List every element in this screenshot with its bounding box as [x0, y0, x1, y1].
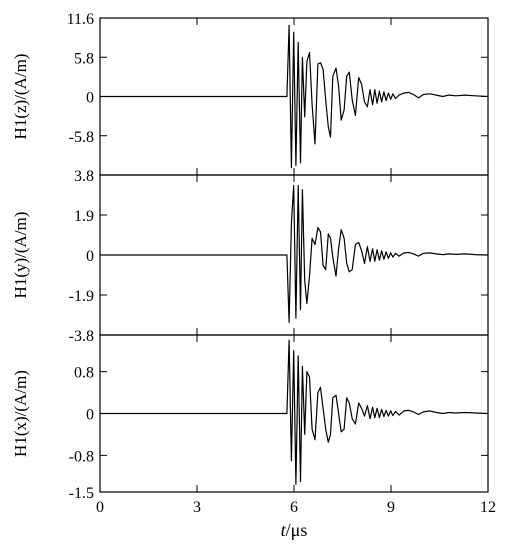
- panel-1-y-tick-label-1: 5.8: [74, 50, 94, 67]
- x-axis-label-unit: /μs: [286, 520, 308, 540]
- panel-1-y-tick-label-2: 0: [86, 90, 94, 107]
- x-tick-label-3: 9: [387, 499, 395, 516]
- x-tick-label-2: 6: [290, 499, 298, 516]
- panel-2-series-line: [100, 184, 489, 323]
- panel-1-series-line: [100, 24, 489, 169]
- panel-2-y-tick-label-1: 1.9: [74, 208, 94, 225]
- panel-3-y-tick-label-1: 0: [86, 407, 94, 424]
- panel-2: 3.8 1.9 0 -1.9 -3.8 H1(y)/(A/m): [11, 168, 489, 345]
- x-tick-label-1: 3: [193, 499, 201, 516]
- panel-2-y-tick-label-2: 0: [86, 248, 94, 265]
- panel-3-y-tick-label-2: -0.8: [69, 448, 94, 465]
- panel-1-y-tick-label-3: -5.8: [69, 129, 94, 146]
- x-axis-label-symbol: t: [281, 520, 287, 540]
- panel-3: 0.8 0 -0.8 -1.5 H1(x)/(A/m): [11, 334, 489, 502]
- panel-3-y-tick-label-0: 0.8: [74, 365, 94, 382]
- panel-1: 11.6 5.8 0 -5.8 H1(z)/(A/m): [11, 11, 489, 176]
- panel-3-y-tick-label-3: -1.5: [69, 485, 94, 502]
- x-tick-label-4: 12: [480, 499, 496, 516]
- panel-3-series-line: [100, 339, 489, 485]
- panel-2-y-tick-label-3: -1.9: [69, 288, 94, 305]
- panels-group: 11.6 5.8 0 -5.8 H1(z)/(A/m) 3.8 1.9 0 -1.9 -3.8 H1…: [11, 11, 489, 502]
- panel-2-y-tick-label-4: -3.8: [69, 328, 94, 345]
- panel-1-y-tick-label-0: 11.6: [67, 11, 94, 28]
- y-axis-label-h1-x-a-m: H1(x)/(A/m): [11, 370, 30, 457]
- x-axis: 0 3 6 9 12: [96, 499, 496, 516]
- x-tick-label-0: 0: [96, 499, 104, 516]
- y-axis-label-h1-y-a-m: H1(y)/(A/m): [11, 212, 30, 299]
- y-axis-label-h1-z-a-m: H1(z)/(A/m): [11, 54, 30, 140]
- x-axis-label: t/μs: [281, 520, 308, 540]
- panel-2-y-tick-label-0: 3.8: [74, 168, 94, 185]
